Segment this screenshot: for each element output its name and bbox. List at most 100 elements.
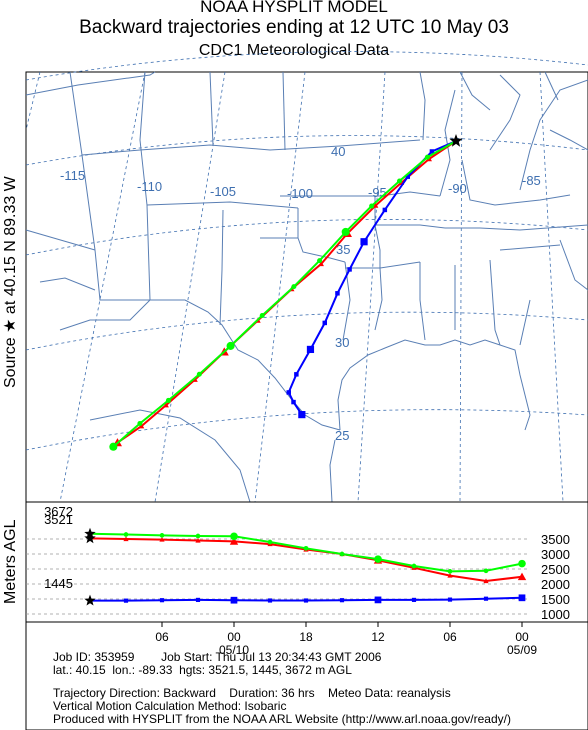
green-trajectory-point — [196, 371, 202, 377]
green-height-point — [483, 568, 489, 574]
blue-trajectory-point — [405, 174, 411, 179]
blue-trajectory-point — [335, 291, 340, 296]
blue-trajectory-point — [382, 207, 388, 213]
map-border — [544, 71, 559, 101]
blue-height-point — [518, 594, 526, 602]
green-trajectory-point — [165, 397, 171, 403]
start-height-label: 3521 — [44, 512, 73, 527]
lon-label: -115 — [60, 168, 85, 183]
lon-line-110 — [59, 71, 146, 503]
lat-label: 30 — [335, 335, 349, 350]
x-tick-label: 00 — [227, 630, 241, 644]
green-height-point — [267, 539, 273, 545]
green-height-point — [339, 551, 345, 557]
lat-label: 35 — [336, 242, 350, 257]
y-tick-label: 2000 — [541, 577, 570, 592]
blue-trajectory-point — [360, 238, 368, 246]
blue-height-point — [447, 597, 453, 602]
lon-line-90 — [459, 71, 463, 503]
x-tick-label: 06 — [155, 630, 169, 644]
green-height-point — [159, 533, 165, 538]
map-border — [499, 244, 561, 251]
map-border — [375, 224, 446, 229]
red-height-point — [159, 537, 165, 542]
blue-height-point — [374, 596, 382, 604]
footer-produced: Produced with HYSPLIT from the NOAA ARL … — [53, 712, 511, 726]
lon-label: -100 — [287, 186, 313, 201]
x-tick-label: 06 — [443, 630, 457, 644]
start-height-label: 3672 — [44, 504, 73, 519]
source-star — [449, 134, 463, 147]
map-border — [69, 71, 96, 251]
lon-label: -85 — [522, 173, 541, 188]
blue-height-point — [339, 598, 345, 603]
lat-label: 40 — [331, 144, 345, 159]
green-trajectory-point — [137, 420, 143, 426]
map-border — [209, 71, 214, 146]
red-trajectory-point — [163, 402, 169, 408]
start-height-star — [84, 532, 96, 544]
blue-height-point — [159, 598, 165, 603]
green-trajectory-point — [341, 227, 350, 236]
red-height-line — [89, 537, 523, 583]
map-border — [419, 71, 426, 141]
map-border — [25, 229, 96, 251]
x-tick-label: 12 — [371, 630, 385, 644]
map-border — [59, 299, 151, 331]
map-border — [94, 249, 150, 301]
green-height-point — [303, 545, 309, 551]
lat-line-40 — [25, 135, 588, 166]
blue-height-point — [303, 598, 309, 603]
blue-height-point — [483, 596, 489, 601]
footer-direction: Trajectory Direction: Backward Duration:… — [53, 686, 451, 700]
map-border — [374, 196, 381, 268]
green-height-point — [195, 533, 201, 539]
blue-trajectory-point — [291, 399, 296, 405]
map-geography — [25, 51, 588, 503]
red-trajectory-point — [192, 376, 198, 382]
source-label: Source ★ at 40.15 N 89.33 W — [2, 175, 19, 388]
map-border — [219, 209, 224, 326]
red-height-point — [123, 536, 129, 542]
model-title: NOAA HYSPLIT MODEL — [200, 0, 388, 16]
red-trajectory-point — [138, 423, 145, 429]
map-border — [89, 409, 251, 503]
x-tick-label: 00 — [515, 630, 529, 644]
map-border — [282, 71, 286, 151]
blue-height-point — [411, 597, 417, 602]
height-panel-frame — [25, 501, 588, 623]
y-tick-label: 1000 — [541, 607, 570, 622]
y-axis-label: Meters AGL — [2, 519, 19, 604]
map-border — [419, 262, 426, 341]
map-border — [519, 299, 531, 346]
map-border — [81, 139, 421, 156]
info-panel-frame — [25, 621, 588, 730]
green-height-point — [411, 563, 417, 569]
lon-label: -90 — [448, 181, 467, 196]
red-height-point — [195, 537, 201, 543]
map-border — [445, 224, 588, 231]
map-border — [549, 129, 588, 151]
red-height-point — [229, 537, 239, 545]
map-border — [329, 439, 336, 503]
chart-title: Backward trajectories ending at 12 UTC 1… — [79, 17, 509, 38]
green-trajectory-point — [396, 178, 403, 184]
lon-line-105 — [154, 71, 226, 503]
lon-line-85 — [539, 71, 564, 503]
map-border — [39, 277, 96, 291]
y-tick-label: 2500 — [541, 562, 570, 577]
blue-trajectory-point — [294, 372, 299, 377]
map-border — [374, 267, 383, 331]
green-height-point — [230, 532, 238, 541]
blue-height-point — [123, 598, 129, 603]
blue-trajectory-point — [429, 149, 435, 154]
map-border — [150, 299, 341, 431]
lon-label: -110 — [137, 179, 162, 194]
x-date-label: 05/10 — [219, 643, 249, 657]
red-trajectory-point — [318, 261, 324, 267]
blue-height-point — [230, 596, 238, 604]
blue-trajectory-point — [347, 267, 352, 272]
green-trajectory-point — [424, 154, 430, 160]
blue-height-point — [267, 598, 273, 603]
